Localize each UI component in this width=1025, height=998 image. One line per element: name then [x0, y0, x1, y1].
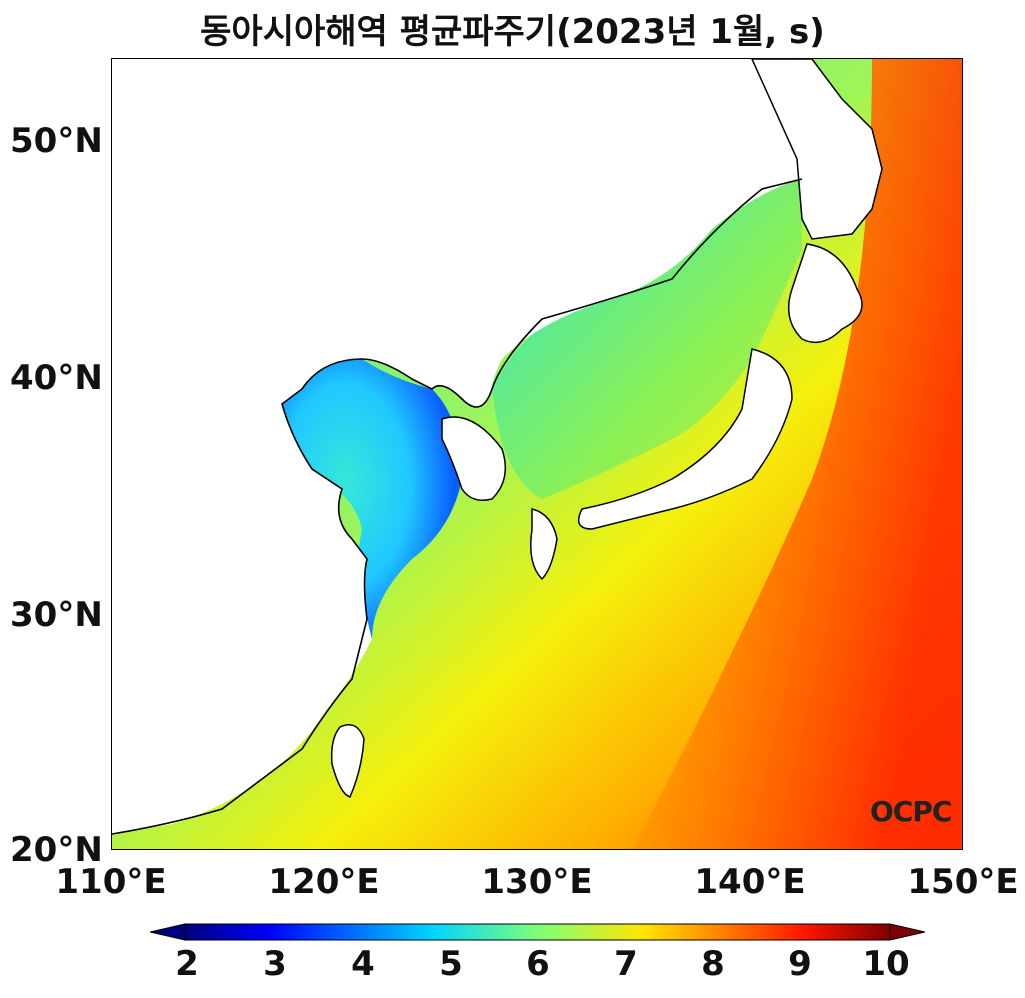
pacific-field	[633, 59, 962, 849]
korean-peninsula	[441, 416, 507, 501]
sakhalin-area	[751, 59, 883, 240]
asia-mainland	[112, 59, 802, 834]
lon-tick-130: 130°E	[481, 862, 593, 902]
honshu	[577, 348, 793, 530]
map-title: 동아시아해역 평균파주기(2023년 1월, s)	[200, 12, 825, 52]
ocpc-logo: OCPC	[870, 795, 952, 828]
hokkaido	[787, 243, 863, 344]
map-frame: OCPC	[111, 58, 963, 850]
lat-tick-40: 40°N	[10, 358, 103, 398]
lat-tick-30: 30°N	[10, 595, 103, 635]
colorbar-label-2: 2	[175, 944, 199, 984]
east-sea-field	[492, 179, 802, 499]
kyushu	[530, 508, 558, 581]
colorbar-gradient	[184, 923, 891, 941]
colorbar-label-3: 3	[263, 944, 287, 984]
taiwan	[330, 724, 365, 798]
lon-tick-110: 110°E	[55, 862, 167, 902]
colorbar-label-8: 8	[701, 944, 725, 984]
colorbar-label-5: 5	[439, 944, 463, 984]
colorbar-extend-low	[150, 923, 186, 941]
colorbar	[150, 923, 925, 941]
coastline	[112, 178, 803, 835]
lon-tick-150: 150°E	[907, 862, 1019, 902]
lat-tick-20: 20°N	[10, 830, 103, 870]
colorbar-label-9: 9	[788, 944, 812, 984]
lon-tick-140: 140°E	[694, 862, 806, 902]
colorbar-extend-high	[889, 923, 925, 941]
colorbar-label-6: 6	[526, 944, 550, 984]
colorbar-label-7: 7	[614, 944, 638, 984]
yellow-sea-field	[282, 359, 462, 639]
wave-period-map	[112, 59, 962, 849]
lon-tick-120: 120°E	[268, 862, 380, 902]
lat-tick-50: 50°N	[10, 121, 103, 161]
colorbar-label-4: 4	[351, 944, 375, 984]
colorbar-label-10: 10	[862, 944, 910, 984]
